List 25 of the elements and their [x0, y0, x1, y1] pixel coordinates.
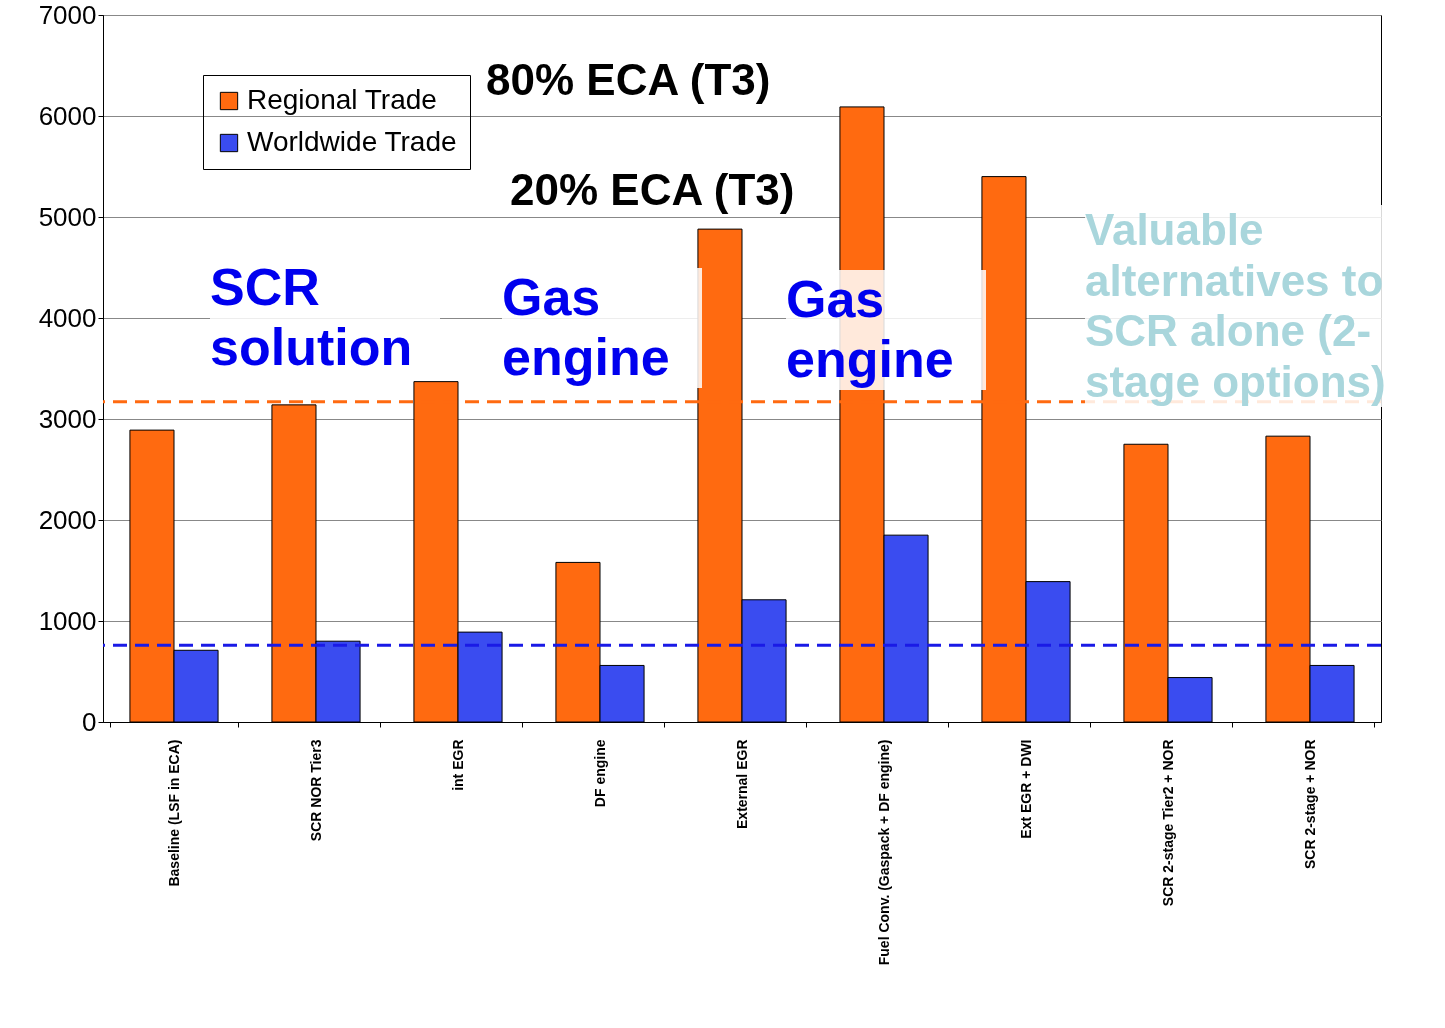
- x-tick-label: SCR 2-stage + NOR: [1301, 739, 1318, 870]
- y-tick-label: 2000: [38, 504, 97, 535]
- annotation: Gas engine: [786, 270, 986, 390]
- y-tick-label: 3000: [38, 403, 97, 434]
- y-tick-label: 5000: [38, 201, 97, 232]
- y-tick-label: 7000: [38, 0, 97, 30]
- annotation: 80% ECA (T3): [486, 55, 772, 106]
- x-tick-label: SCR NOR Tier3: [307, 739, 324, 842]
- legend-label: Worldwide Trade: [247, 126, 457, 157]
- x-tick-label: DF engine: [591, 739, 608, 808]
- x-tick-label: Baseline (LSF in ECA): [165, 739, 182, 887]
- y-tick-label: 1000: [38, 605, 97, 636]
- x-tick-label: SCR 2-stage Tier2 + NOR: [1159, 739, 1176, 907]
- legend-label: Regional Trade: [247, 84, 437, 115]
- y-tick-label: 4000: [38, 302, 97, 333]
- x-tick-label: Ext EGR + DWI: [1017, 739, 1034, 839]
- y-tick-label: 6000: [38, 100, 97, 131]
- annotation: Gas engine: [502, 268, 702, 388]
- x-tick-label: int EGR: [449, 739, 466, 791]
- x-tick-label: Fuel Conv. (Gaspack + DF engine): [875, 739, 892, 966]
- x-tick-label: External EGR: [733, 739, 750, 829]
- annotation: Valuable alternatives to SCR alone (2-stage options): [1085, 205, 1440, 408]
- annotation: SCR solution: [210, 258, 440, 378]
- annotation: 20% ECA (T3): [510, 165, 796, 216]
- y-tick-label: 0: [82, 706, 97, 737]
